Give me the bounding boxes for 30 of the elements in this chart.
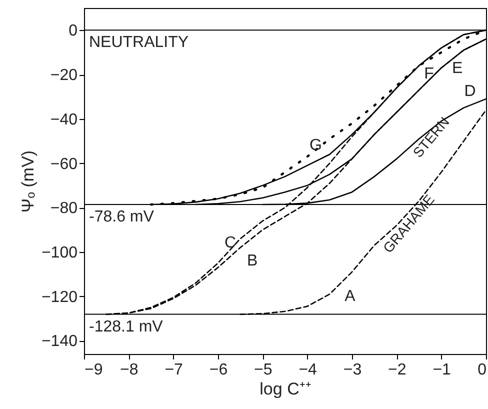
series-label: G bbox=[309, 136, 322, 154]
x-tick-label: −3 bbox=[343, 362, 362, 378]
y-tick-label: −20 bbox=[50, 67, 78, 84]
series-label: D bbox=[464, 82, 476, 100]
y-tick-label: −120 bbox=[41, 288, 78, 306]
series-label: C bbox=[224, 234, 236, 252]
y-axis-title: Ψₒ (mV) bbox=[18, 150, 38, 213]
y-tick-label: −80 bbox=[50, 200, 78, 218]
ref-line-label: -78.6 mV bbox=[89, 208, 154, 226]
x-tick-label: −5 bbox=[254, 362, 272, 378]
x-axis-title: log C⁺⁺ bbox=[260, 380, 312, 398]
series-label: E bbox=[452, 60, 463, 77]
series-label: A bbox=[344, 288, 356, 305]
series-label: F bbox=[424, 66, 434, 83]
x-tick-label: −9 bbox=[84, 362, 103, 378]
series-label: B bbox=[246, 252, 258, 270]
y-tick-label: −140 bbox=[41, 333, 78, 350]
x-tick-label: −1 bbox=[432, 362, 452, 378]
y-tick-label: −100 bbox=[41, 244, 78, 262]
x-tick-label: −8 bbox=[120, 362, 138, 378]
y-tick-label: 0 bbox=[68, 22, 78, 40]
x-tick-label: −6 bbox=[209, 362, 228, 378]
x-tick-label: 0 bbox=[478, 362, 487, 378]
x-tick-label: −4 bbox=[298, 362, 318, 378]
ref-line-label: NEUTRALITY bbox=[89, 34, 189, 52]
y-tick-label: −60 bbox=[50, 156, 78, 173]
ref-line-label: -128.1 mV bbox=[89, 318, 164, 336]
y-tick-label: −40 bbox=[50, 111, 78, 128]
x-tick-label: −7 bbox=[164, 362, 184, 378]
x-tick-label: −2 bbox=[388, 362, 406, 378]
